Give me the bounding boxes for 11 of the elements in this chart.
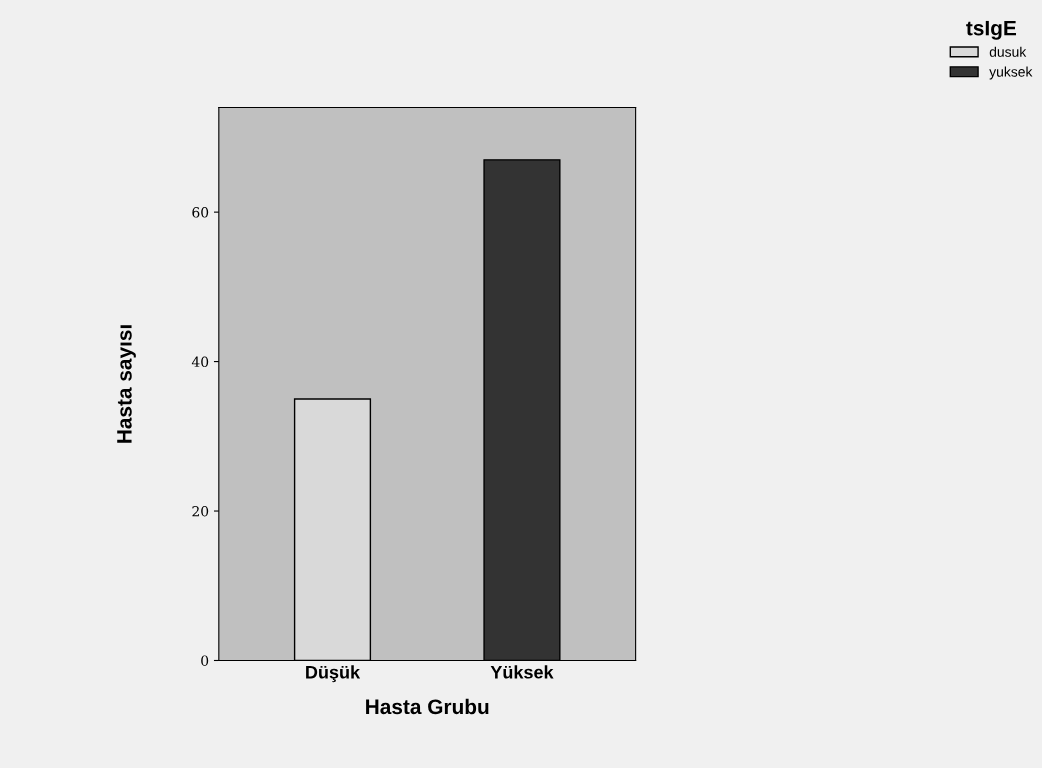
y-tick-label: 40 (191, 356, 209, 368)
x-tick-label: Yüksek (490, 665, 554, 679)
y-tick-label: 20 (192, 506, 209, 517)
x-axis-title: Hasta Grubu (366, 698, 489, 715)
y-tick-label: 60 (192, 207, 209, 218)
x-tick-label: Düşük (306, 665, 361, 683)
legend-title: tsIgE (966, 20, 1017, 40)
legend-label: yuksek (989, 66, 1033, 80)
y-axis-title: Hasta sayısı (117, 325, 136, 443)
legend-label: dusuk (989, 46, 1027, 57)
y-tick-label: 0 (201, 655, 209, 666)
